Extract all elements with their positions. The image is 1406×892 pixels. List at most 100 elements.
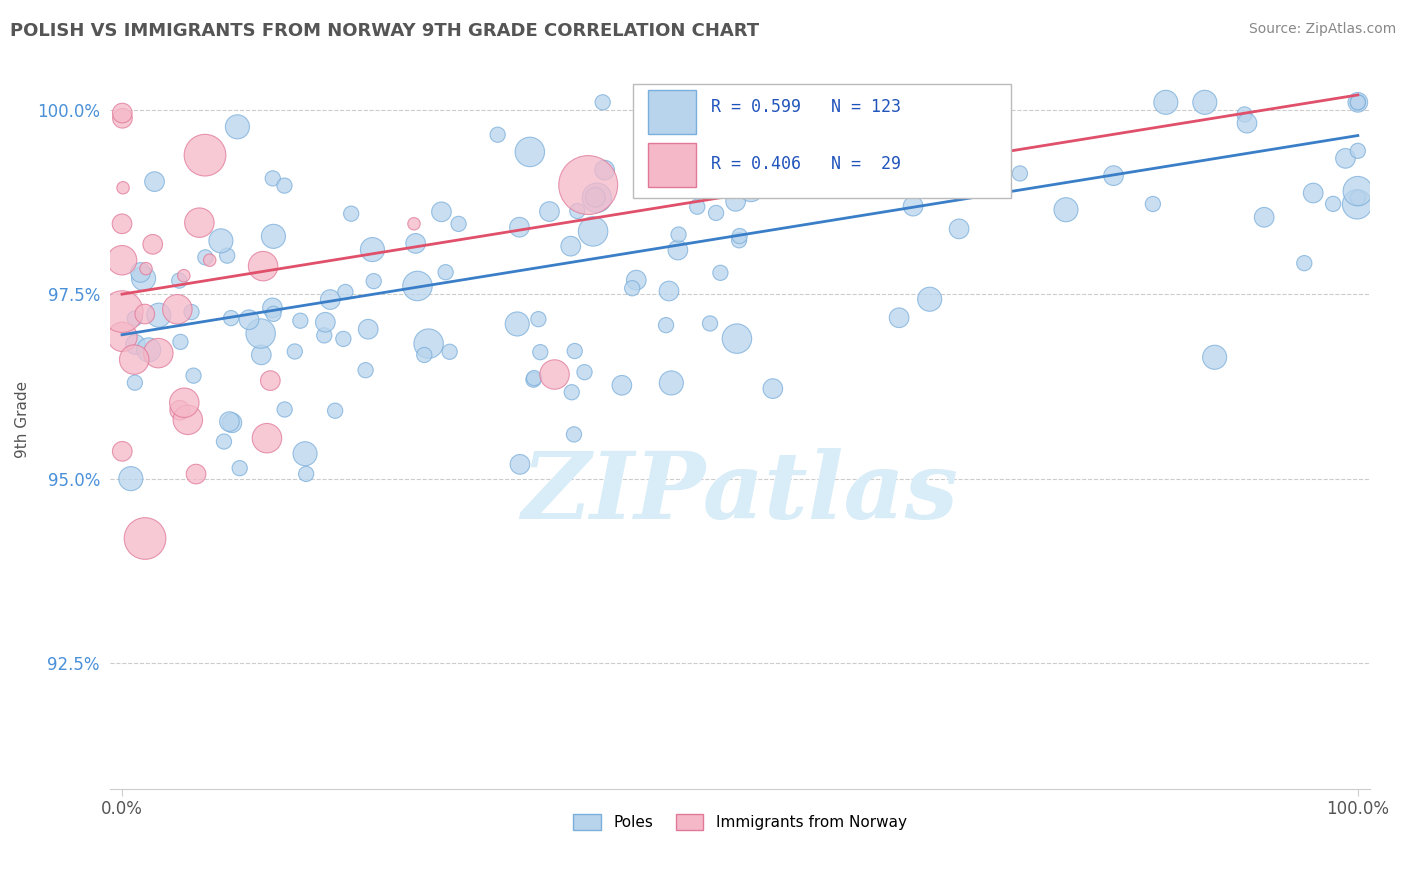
Point (582, 224, 605, 238)
Point (1054, 202, 1077, 217)
Point (1302, 186, 1324, 200)
Point (111, 217, 134, 231)
Point (167, 274, 190, 288)
Point (543, 368, 565, 382)
Point (217, 249, 239, 263)
Point (527, 312, 550, 326)
FancyBboxPatch shape (633, 84, 1011, 198)
Point (323, 403, 346, 417)
Point (430, 204, 453, 219)
Point (361, 243, 384, 257)
Point (439, 344, 461, 359)
Point (704, 206, 727, 220)
Point (1194, 95, 1216, 110)
Point (724, 194, 747, 209)
Point (226, 120, 249, 134)
Point (134, 532, 156, 546)
Text: Source: ZipAtlas.com: Source: ZipAtlas.com (1249, 22, 1396, 37)
Point (626, 273, 648, 287)
Point (122, 352, 145, 367)
Point (148, 308, 170, 322)
Point (112, 181, 135, 195)
Point (709, 266, 731, 280)
Point (402, 217, 425, 231)
Point (111, 106, 134, 120)
Point (262, 229, 284, 244)
Point (1347, 95, 1369, 110)
Point (294, 447, 316, 461)
Point (132, 271, 155, 285)
Bar (648, 143, 696, 187)
Point (184, 467, 207, 481)
Point (111, 304, 134, 318)
Text: R = 0.599   N = 123: R = 0.599 N = 123 (711, 98, 901, 117)
Point (238, 312, 260, 326)
Bar (648, 90, 696, 134)
Point (221, 416, 243, 430)
Point (1334, 152, 1357, 166)
Point (183, 368, 205, 383)
Point (523, 371, 546, 385)
Point (209, 234, 232, 248)
Point (1253, 211, 1275, 225)
Point (728, 233, 751, 247)
Point (586, 191, 609, 205)
Point (138, 343, 160, 357)
Point (212, 434, 235, 449)
Point (1154, 95, 1177, 110)
Point (142, 237, 165, 252)
Point (284, 344, 307, 359)
Point (1347, 184, 1369, 198)
Point (111, 444, 134, 458)
Point (434, 265, 457, 279)
Point (169, 334, 191, 349)
Point (592, 95, 614, 110)
Point (1322, 197, 1344, 211)
Point (357, 322, 380, 336)
Point (169, 403, 191, 417)
Point (486, 128, 509, 142)
Point (314, 328, 336, 343)
Point (728, 229, 751, 244)
Point (522, 373, 544, 387)
Point (508, 220, 530, 235)
Point (295, 467, 318, 481)
Point (818, 178, 841, 193)
Point (177, 413, 200, 427)
Point (1236, 116, 1258, 130)
Point (256, 431, 278, 445)
Point (659, 376, 682, 390)
Point (574, 365, 596, 379)
Point (129, 265, 152, 279)
Point (610, 378, 633, 392)
Point (314, 315, 336, 329)
Point (135, 261, 157, 276)
Point (529, 345, 551, 359)
Point (447, 217, 470, 231)
Point (406, 279, 429, 293)
Point (519, 145, 541, 159)
Point (1294, 256, 1316, 270)
Point (827, 95, 849, 110)
Point (198, 253, 221, 268)
Point (148, 346, 170, 360)
Point (194, 251, 217, 265)
Point (180, 305, 202, 319)
Y-axis label: 9th Grade: 9th Grade (15, 381, 30, 458)
Point (413, 348, 436, 362)
Point (228, 461, 250, 475)
Point (188, 216, 211, 230)
Legend: Poles, Immigrants from Norway: Poles, Immigrants from Norway (567, 808, 912, 836)
Point (111, 330, 134, 344)
Point (173, 268, 195, 283)
Point (583, 190, 606, 204)
Point (1204, 351, 1226, 365)
Point (725, 332, 748, 346)
Point (621, 281, 644, 295)
Point (666, 243, 689, 257)
Point (887, 310, 910, 325)
Point (1347, 95, 1369, 110)
Point (686, 200, 709, 214)
Point (1347, 191, 1369, 205)
Point (1346, 197, 1368, 211)
